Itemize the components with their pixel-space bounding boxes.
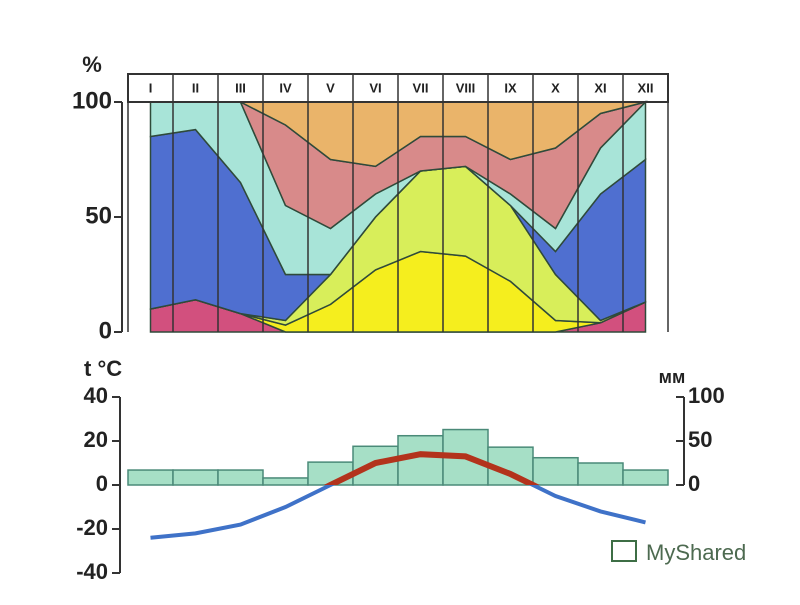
y-tick-label: 0: [99, 317, 112, 344]
x-tick-label: II: [192, 80, 199, 95]
y2-tick-label: 50: [688, 427, 712, 452]
y2-tick-label: 0: [688, 471, 700, 496]
x-tick-label: III: [235, 80, 246, 95]
y-axis-label: t °C: [84, 356, 122, 381]
x-tick-label: VIII: [456, 80, 476, 95]
y2-tick-label: 100: [688, 383, 725, 408]
bar: [532, 456, 579, 486]
y-tick-label: 20: [84, 427, 108, 452]
bar: [622, 469, 669, 486]
bar: [127, 469, 174, 486]
y-tick-label: 100: [72, 87, 112, 114]
bar: [172, 469, 219, 486]
bar: [217, 469, 264, 486]
temperature-line-positive: [323, 451, 540, 485]
y-axis-label: %: [82, 52, 102, 77]
x-tick-label: XI: [594, 80, 606, 95]
watermark: MyShared: [646, 540, 746, 565]
x-tick-label: XII: [638, 80, 654, 95]
y-tick-label: -20: [76, 515, 108, 540]
y-tick-label: 40: [84, 383, 108, 408]
x-tick-label: V: [326, 80, 335, 95]
y-tick-label: -40: [76, 559, 108, 584]
watermark-icon: [611, 540, 637, 562]
y2-axis-label: мм: [659, 367, 686, 387]
bar: [397, 434, 444, 486]
y-tick-label: 50: [85, 202, 112, 229]
x-tick-label: VII: [413, 80, 429, 95]
x-tick-label: I: [149, 80, 153, 95]
month-header: [127, 73, 669, 103]
x-tick-label: X: [551, 80, 560, 95]
x-tick-label: IV: [279, 80, 292, 95]
bar: [577, 462, 624, 486]
y-tick-label: 0: [96, 471, 108, 496]
x-tick-label: IX: [504, 80, 517, 95]
bar: [262, 477, 309, 486]
x-tick-label: VI: [369, 80, 381, 95]
bar: [307, 461, 354, 486]
